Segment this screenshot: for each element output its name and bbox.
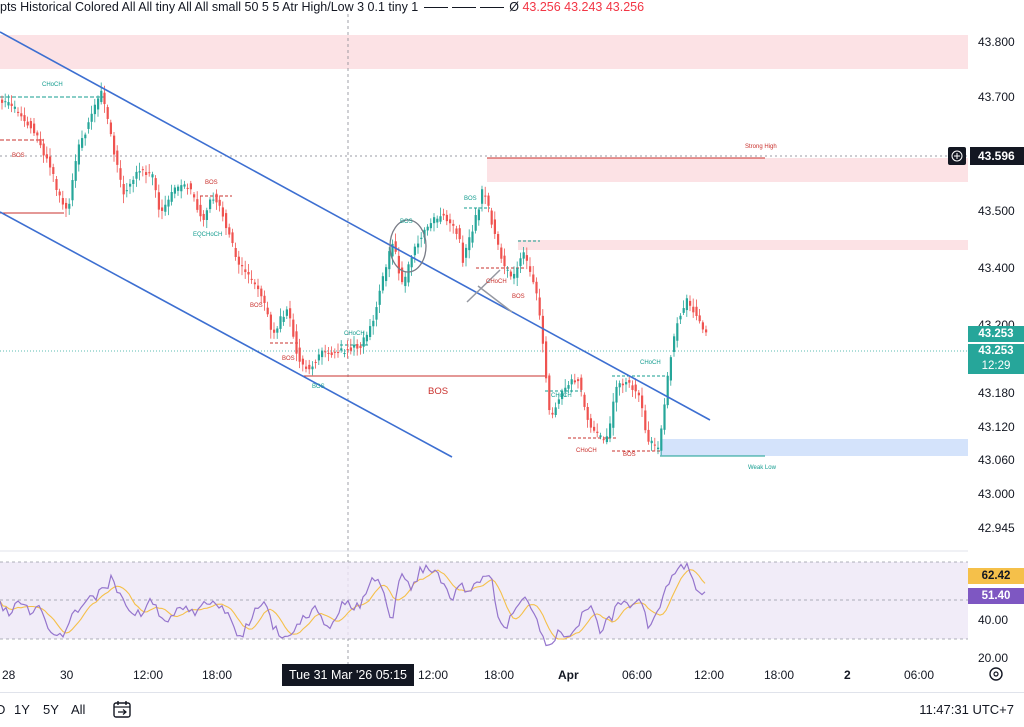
rsi-tick: 40.00: [978, 613, 1008, 627]
label-bos: BOS: [464, 196, 477, 202]
price-tick: 43.800: [978, 35, 1015, 49]
label-bos: BOS: [250, 303, 263, 309]
label-choch: CHoCH: [486, 279, 507, 285]
label-bos: BOS: [312, 384, 325, 390]
rsi-line: [0, 561, 706, 647]
rsi-ma-badge: 62.42: [968, 568, 1024, 584]
last-price-badge: 43.253: [968, 326, 1024, 342]
label-bos: BOS: [400, 219, 413, 225]
supply-zone-mid: [518, 240, 968, 250]
time-tick: 18:00: [202, 668, 232, 682]
label-choch: CHoCH: [576, 448, 597, 454]
price-tick: 43.400: [978, 261, 1015, 275]
label-bos: BOS: [282, 356, 295, 362]
range-partial-button[interactable]: D: [0, 702, 6, 717]
cross-mark-a: [466, 269, 501, 303]
time-tick: 18:00: [484, 668, 514, 682]
price-tick: 42.945: [978, 521, 1015, 535]
channel-lower-line: [0, 211, 453, 458]
indicator-legend[interactable]: pts Historical Colored All All tiny All …: [0, 0, 644, 14]
date-range-icon[interactable]: [112, 699, 132, 722]
price-axis[interactable]: 43.800 43.700 43.500 43.400 43.200 43.18…: [978, 35, 1015, 665]
time-tick: 28: [2, 668, 16, 682]
range-5y-button[interactable]: 5Y: [43, 702, 59, 717]
label-weak-low: Weak Low: [748, 465, 777, 471]
time-tick: 12:00: [694, 668, 724, 682]
time-tick: 2: [844, 668, 851, 682]
legend-symbol: Ø: [509, 0, 519, 14]
clock-label[interactable]: 11:47:31 UTC+7: [919, 702, 1014, 717]
price-tick: 43.180: [978, 386, 1015, 400]
time-axis[interactable]: 28 30 12:00 18:00 12:00 18:00 Apr 06:00 …: [2, 668, 934, 682]
label-eqchoch: EQCHoCH: [193, 232, 222, 238]
time-tick: 18:00: [764, 668, 794, 682]
range-all-button[interactable]: All: [71, 702, 86, 717]
rsi-value-badge: 51.40: [968, 588, 1024, 604]
smc-labels: CHoCH BOS BOS EQCHoCH BOS BOS BOS CHoCH …: [12, 82, 777, 471]
rsi-band: [0, 562, 968, 639]
price-tick: 43.700: [978, 90, 1015, 104]
label-choch: CHoCH: [344, 331, 365, 337]
gear-icon[interactable]: [989, 667, 1003, 681]
price-chart[interactable]: CHoCH BOS BOS EQCHoCH BOS BOS BOS CHoCH …: [0, 0, 1024, 692]
countdown-badge: 12:29: [968, 359, 1024, 374]
label-bos-large: BOS: [428, 386, 448, 397]
legend-text: pts Historical Colored All All tiny All …: [0, 0, 419, 14]
crosshair-price-bg: [970, 147, 1024, 165]
cross-mark-b: [477, 285, 513, 313]
price-tick: 43.060: [978, 453, 1015, 467]
time-tick: 12:00: [418, 668, 448, 682]
range-1y-button[interactable]: 1Y: [14, 702, 30, 717]
time-tick: 30: [60, 668, 74, 682]
label-choch: CHoCH: [42, 82, 63, 88]
supply-zone-top: [0, 35, 968, 69]
legend-line-style: [422, 0, 506, 14]
price-tick: 43.500: [978, 204, 1015, 218]
supply-zone-strong-high: [487, 158, 968, 182]
price-tick: 43.000: [978, 487, 1015, 501]
crosshair-plus-button[interactable]: [948, 147, 966, 165]
label-bos: BOS: [512, 294, 525, 300]
legend-values: 43.256 43.243 43.256: [522, 0, 645, 14]
time-tick: 06:00: [622, 668, 652, 682]
bottom-toolbar: D 1Y 5Y All 11:47:31 UTC+7: [0, 692, 1024, 727]
highlight-circle: [389, 219, 427, 273]
label-strong-high: Strong High: [745, 144, 777, 150]
candlesticks: [1, 82, 708, 456]
channel-upper-line: [0, 31, 711, 421]
crosshair-time-label: Tue 31 Mar '26 05:15: [282, 664, 414, 686]
price-tick: 43.120: [978, 420, 1015, 434]
label-bos: BOS: [205, 180, 218, 186]
time-tick: 06:00: [904, 668, 934, 682]
label-bos: BOS: [623, 452, 636, 458]
rsi-tick: 20.00: [978, 651, 1008, 665]
time-tick: Apr: [558, 668, 579, 682]
label-bos: BOS: [12, 153, 25, 159]
last-price-badge-repeat: 43.253: [968, 344, 1024, 359]
label-choch: CHoCH: [551, 393, 572, 399]
crosshair-price-label: 43.596: [978, 149, 1015, 163]
label-choch: CHoCH: [640, 360, 661, 366]
time-tick: 12:00: [133, 668, 163, 682]
demand-zone-weak-low: [660, 439, 968, 456]
